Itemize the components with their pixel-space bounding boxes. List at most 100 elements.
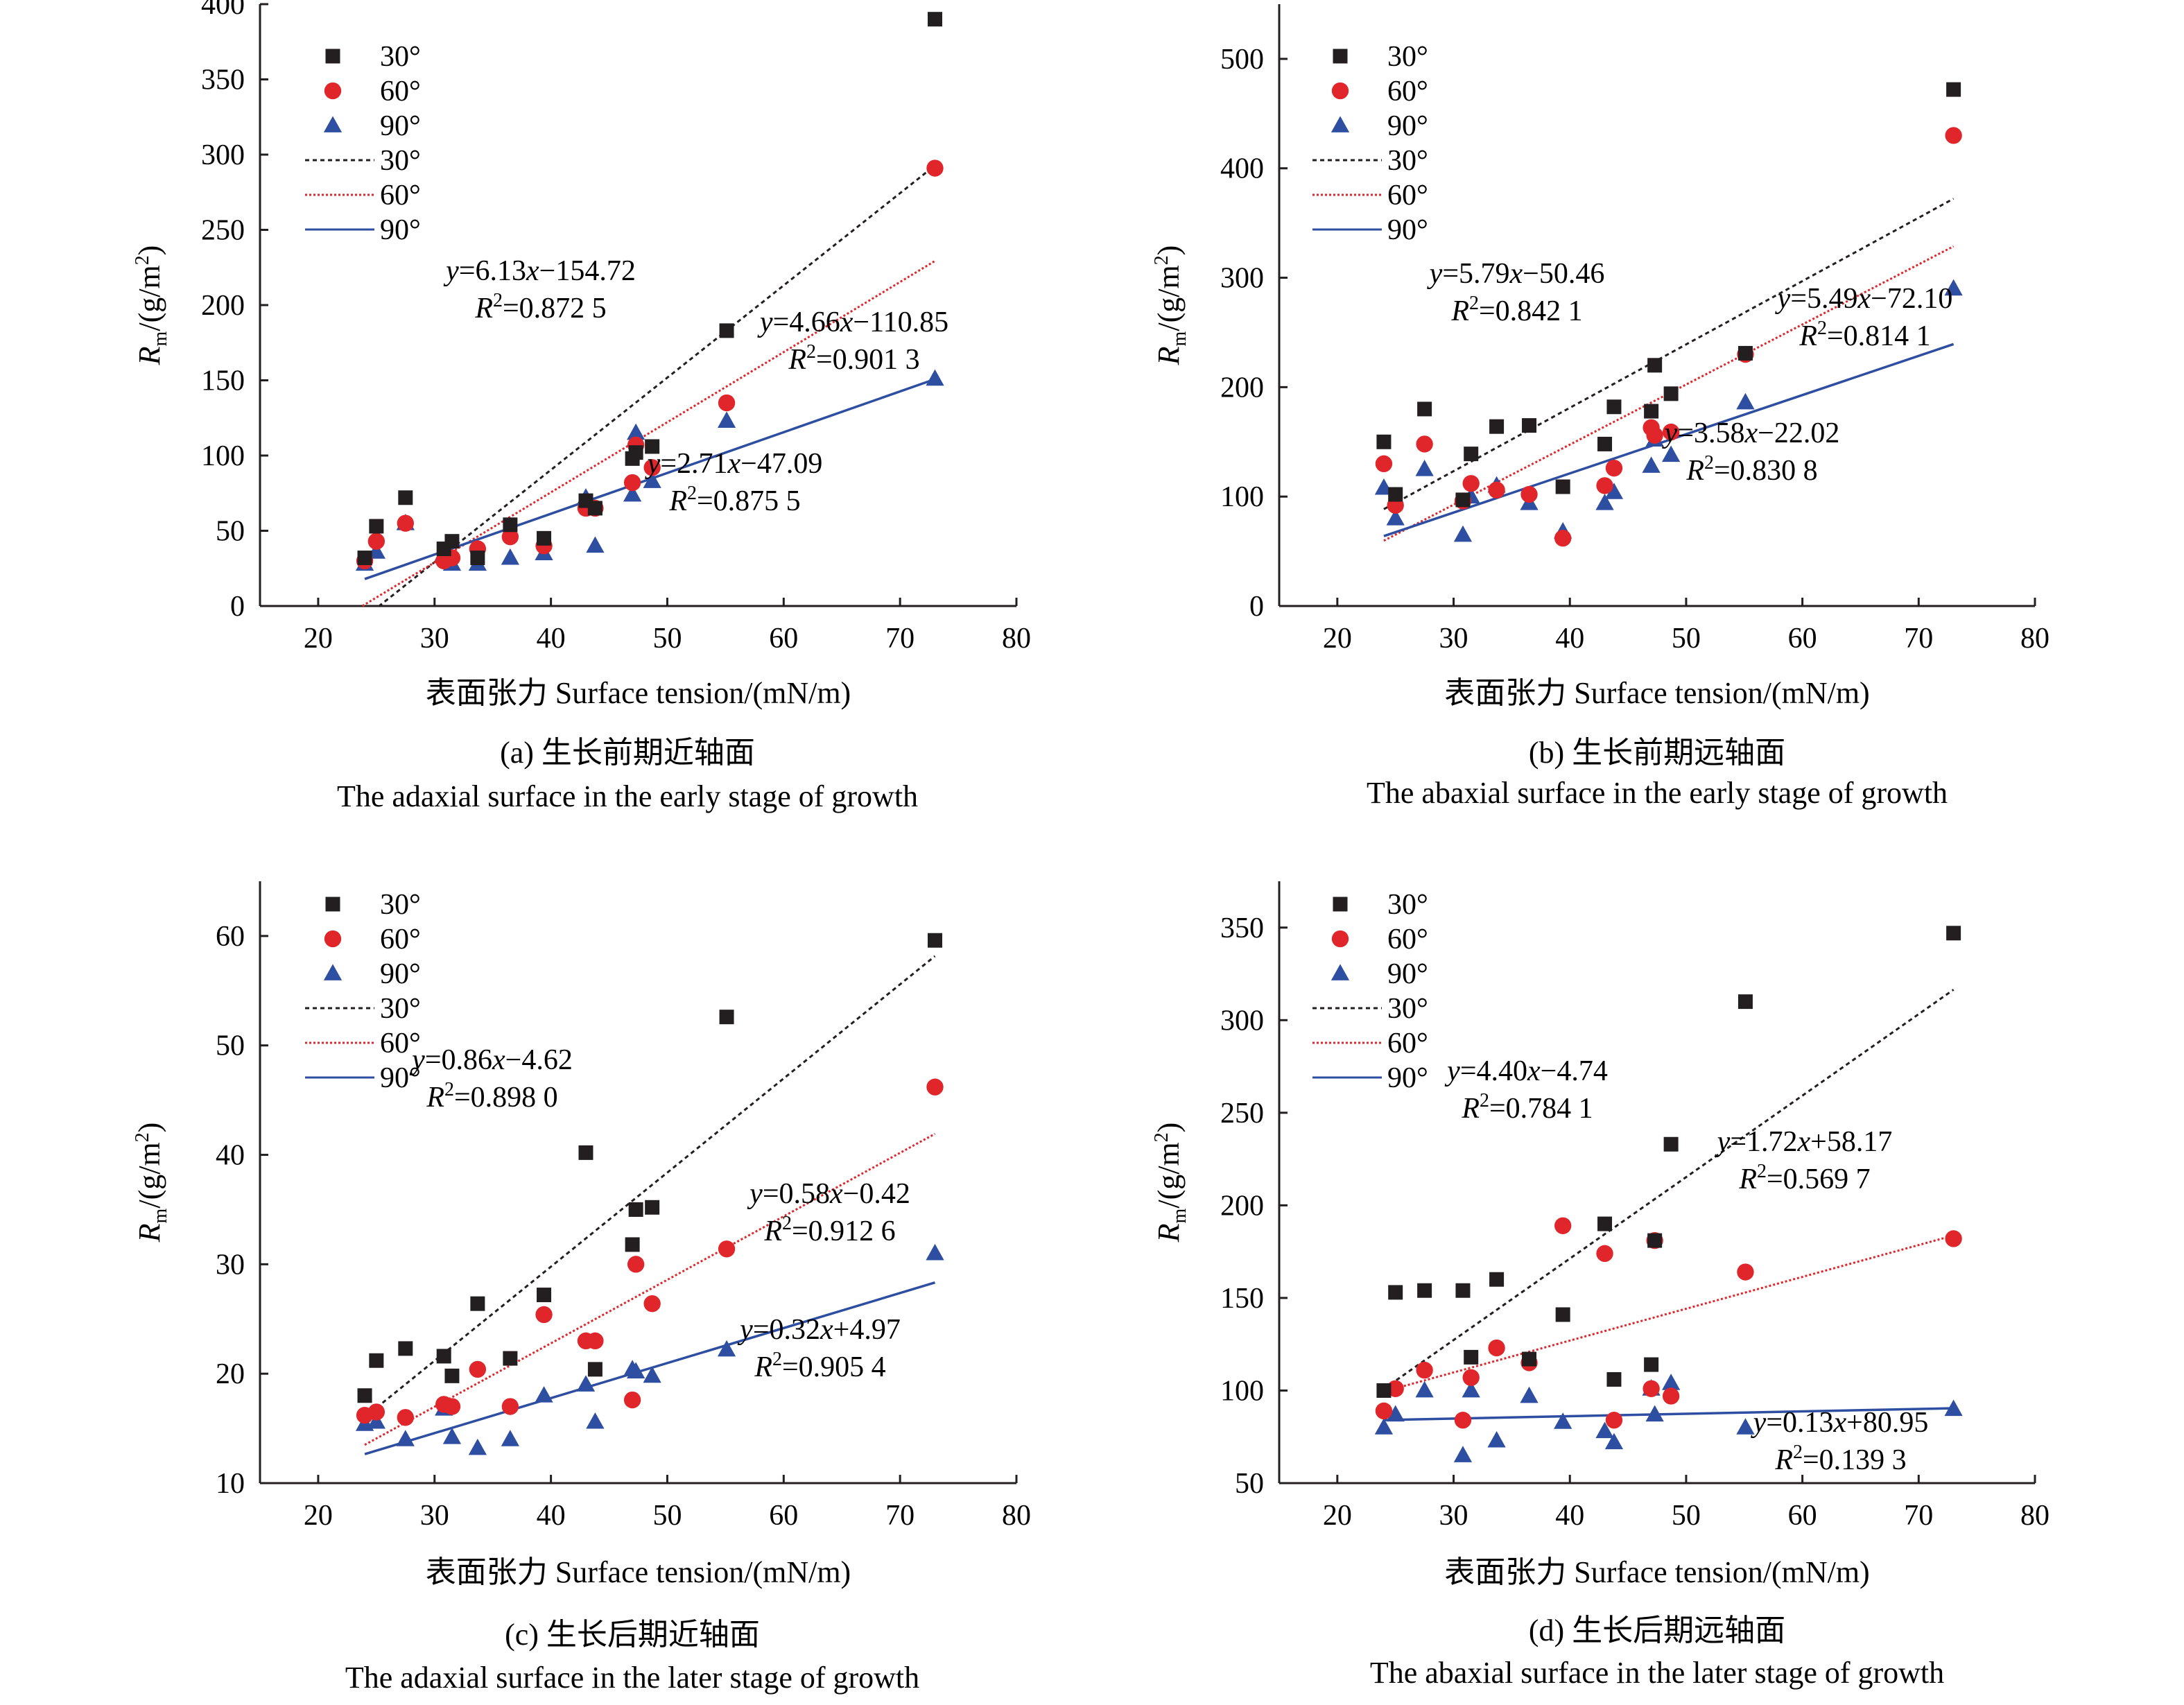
- fit-equation: y=4.40x−4.74: [1444, 1055, 1608, 1087]
- legend-label: 60°: [380, 1028, 421, 1059]
- fit-r2: R2=0.905 4: [754, 1349, 885, 1383]
- data-point-30: [444, 534, 460, 549]
- data-point-60: [1462, 475, 1480, 492]
- y-tick-label: 30: [216, 1249, 245, 1281]
- data-point-60: [1554, 529, 1572, 547]
- data-point-60: [397, 1409, 414, 1426]
- data-point-60: [1462, 1369, 1480, 1386]
- data-point-30: [578, 1145, 593, 1160]
- data-point-30: [537, 1288, 552, 1303]
- data-point-30: [1647, 1233, 1663, 1248]
- legend: 30°60°90°30°60°90°: [305, 889, 421, 1094]
- data-point-90: [1944, 1399, 1963, 1417]
- data-point-30: [645, 1200, 660, 1215]
- y-tick-label: 50: [1235, 1468, 1264, 1500]
- data-point-90: [586, 536, 605, 553]
- data-point-30: [1555, 479, 1570, 494]
- data-point-60: [1416, 435, 1433, 453]
- caption-cn: (a) 生长前期近轴面: [500, 736, 755, 770]
- data-point-90: [1595, 493, 1614, 510]
- data-point-30: [1376, 1383, 1392, 1398]
- data-point-60: [1596, 1245, 1613, 1263]
- data-point-30: [503, 1351, 518, 1366]
- data-point-30: [1489, 1272, 1505, 1287]
- x-tick-label: 30: [1439, 1500, 1468, 1532]
- data-point-90: [1661, 1374, 1681, 1390]
- y-tick-label: 100: [1220, 1375, 1264, 1407]
- data-point-90: [1462, 1381, 1480, 1398]
- fit-equation: y=4.66x−110.85: [757, 306, 948, 338]
- data-point-30: [537, 530, 552, 546]
- marker-circle: [324, 930, 342, 948]
- y-tick-label: 400: [1220, 153, 1264, 185]
- legend-label: 30°: [1387, 41, 1428, 73]
- data-point-90: [1374, 1418, 1394, 1435]
- x-tick-label: 80: [1002, 1500, 1031, 1532]
- data-point-60: [1520, 485, 1538, 503]
- fit-equation: y=0.13x+80.95: [1751, 1407, 1929, 1439]
- data-point-30: [1388, 1285, 1403, 1300]
- data-point-60: [1488, 481, 1505, 499]
- fit-r2: R2=0.569 7: [1738, 1161, 1870, 1195]
- marker-circle: [1331, 82, 1349, 100]
- fit-line-60: [361, 260, 936, 607]
- caption-cn: (b) 生长前期远轴面: [1529, 736, 1785, 770]
- data-point-60: [1646, 426, 1663, 444]
- caption-en: The abaxial surface in the later stage o…: [1370, 1656, 1944, 1690]
- data-point-30: [928, 12, 943, 27]
- data-point-30: [470, 1296, 485, 1311]
- fit-equation: y=0.86x−4.62: [409, 1044, 573, 1076]
- legend-label: 30°: [380, 41, 421, 73]
- data-point-90: [926, 369, 944, 386]
- x-tick-label: 20: [1323, 623, 1352, 655]
- data-point-30: [1606, 399, 1622, 415]
- data-point-30: [357, 551, 372, 566]
- x-tick-label: 50: [1672, 1500, 1701, 1532]
- data-point-60: [623, 474, 641, 492]
- data-point-90: [623, 485, 642, 502]
- legend-label: 60°: [380, 924, 421, 955]
- x-tick-label: 50: [652, 623, 682, 655]
- data-point-30: [1606, 1371, 1622, 1387]
- data-point-90: [1487, 1430, 1506, 1448]
- caption-cn: (c) 生长后期近轴面: [505, 1618, 760, 1652]
- data-point-30: [928, 933, 943, 948]
- data-point-90: [501, 1430, 519, 1446]
- data-point-60: [926, 159, 944, 177]
- data-point-90: [442, 1428, 462, 1444]
- x-tick-label: 80: [2020, 623, 2049, 655]
- data-point-60: [1945, 1230, 1962, 1247]
- y-tick-label: 0: [1249, 591, 1264, 623]
- data-point-30: [719, 323, 734, 338]
- legend: 30°60°90°30°60°90°: [1312, 41, 1428, 246]
- data-point-90: [717, 1340, 736, 1357]
- legend-label: 30°: [1387, 993, 1428, 1025]
- x-tick-label: 70: [885, 1500, 915, 1532]
- data-point-30: [1663, 386, 1679, 401]
- fit-line-90: [364, 1281, 936, 1455]
- marker-circle: [324, 82, 342, 100]
- caption-en: The adaxial surface in the later stage o…: [345, 1661, 919, 1695]
- data-point-60: [926, 1078, 944, 1096]
- y-axis-label: Rm/(g/m2): [1151, 245, 1190, 366]
- data-point-90: [1661, 445, 1681, 462]
- data-point-30: [1388, 487, 1403, 502]
- y-tick-label: 200: [1220, 372, 1264, 404]
- y-tick-label: 200: [1220, 1190, 1264, 1222]
- fit-line-30: [1383, 198, 1955, 510]
- y-tick-label: 250: [201, 215, 245, 247]
- data-point-90: [1645, 1405, 1664, 1422]
- y-tick-label: 100: [1220, 481, 1264, 513]
- data-point-30: [369, 1353, 384, 1368]
- data-point-90: [501, 548, 519, 565]
- data-point-30: [1489, 419, 1505, 434]
- data-point-90: [1415, 460, 1434, 476]
- legend: 30°60°90°30°60°90°: [305, 41, 421, 246]
- data-point-60: [1596, 477, 1613, 494]
- legend-label: 90°: [380, 214, 421, 246]
- data-point-90: [396, 1430, 415, 1446]
- legend-label: 30°: [380, 145, 421, 177]
- data-point-60: [627, 1256, 645, 1273]
- data-point-30: [470, 551, 485, 566]
